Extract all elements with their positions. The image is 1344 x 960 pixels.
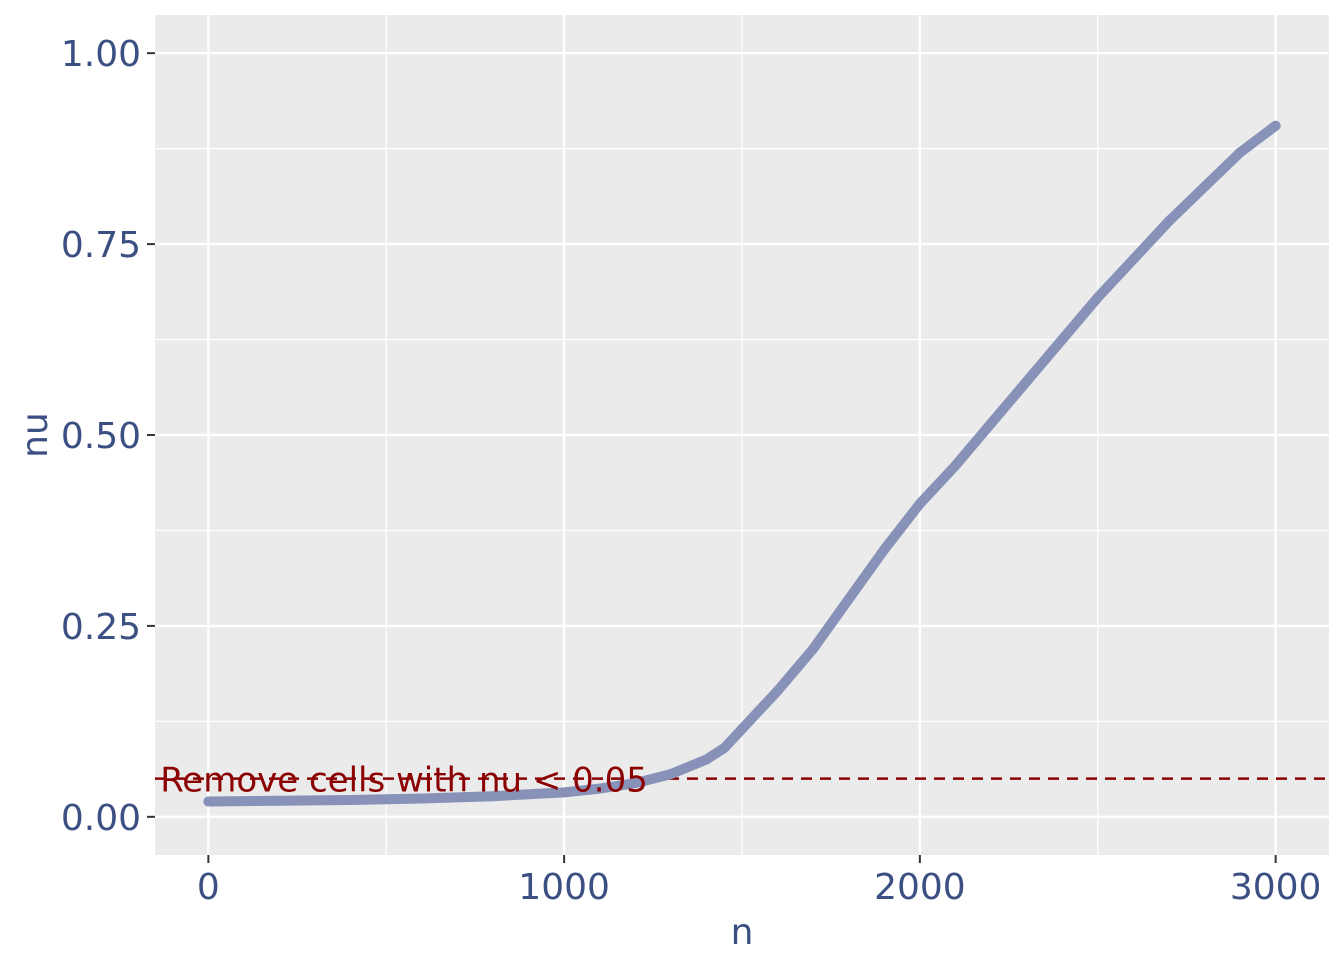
x-tick-label: 2000: [874, 867, 966, 908]
data-point: [719, 743, 730, 754]
data-point: [1128, 254, 1139, 265]
data-point: [1163, 216, 1174, 227]
x-tick-label: 1000: [518, 867, 610, 908]
data-point: [630, 778, 641, 789]
data-point: [559, 787, 570, 798]
y-tick-label: 0.25: [61, 607, 141, 648]
data-point: [1021, 376, 1032, 387]
series-layer: [203, 120, 1281, 807]
y-tick-label: 0.50: [61, 416, 141, 457]
data-point: [1270, 120, 1281, 131]
y-tick-label: 0.00: [61, 798, 141, 839]
data-point: [345, 795, 356, 806]
data-point: [203, 796, 214, 807]
data-point: [1199, 181, 1210, 192]
data-point: [274, 795, 285, 806]
y-tick-label: 0.75: [61, 225, 141, 266]
data-point: [1092, 292, 1103, 303]
data-point: [986, 418, 997, 429]
x-tick-label: 0: [197, 867, 220, 908]
data-point: [737, 724, 747, 734]
data-point: [487, 791, 498, 802]
data-point: [665, 769, 676, 780]
data-point: [1235, 147, 1246, 158]
data-point: [416, 793, 427, 804]
threshold-annotation: Remove cells with nu < 0.05: [160, 761, 648, 801]
data-point: [879, 544, 890, 555]
annotation-layer: Remove cells with nu < 0.05: [160, 761, 648, 801]
data-point: [808, 643, 819, 654]
y-axis: 0.00 0.25 0.50 0.75 1.00: [61, 34, 155, 839]
data-point: [1057, 334, 1068, 345]
x-tick-label: 3000: [1230, 867, 1322, 908]
x-axis-title: n: [731, 912, 754, 953]
data-point: [843, 594, 854, 605]
data-point: [914, 498, 925, 509]
data-point: [701, 754, 712, 765]
data-point: [772, 685, 783, 696]
data-point: [594, 783, 605, 794]
grid-major: [155, 15, 1329, 855]
x-axis: 0 1000 2000 3000: [197, 855, 1322, 908]
y-tick-label: 1.00: [61, 34, 141, 75]
y-axis-title: nu: [15, 412, 56, 458]
data-point: [950, 460, 961, 471]
